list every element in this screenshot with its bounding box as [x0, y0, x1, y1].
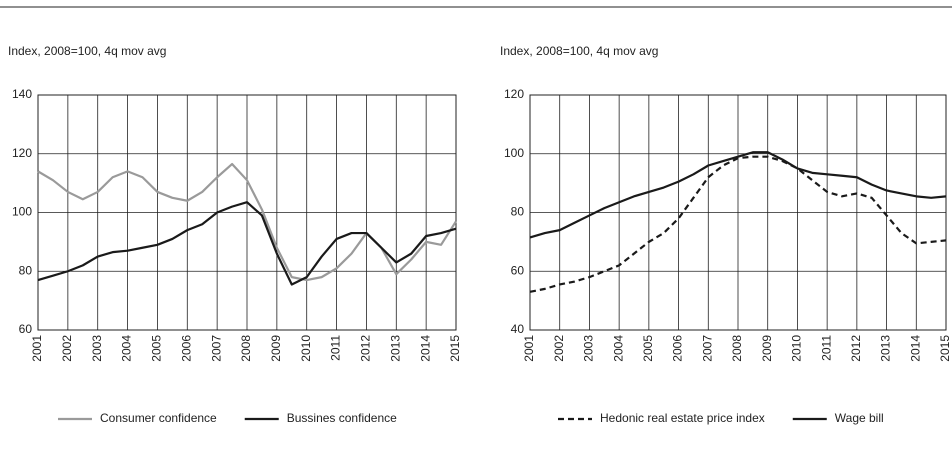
- legend-label: Consumer confidence: [100, 411, 217, 425]
- y-tick-label: 120: [12, 146, 32, 160]
- x-tick-label: 2001: [30, 335, 44, 362]
- x-tick-label: 2010: [299, 335, 313, 362]
- x-tick-label: 2011: [819, 335, 833, 361]
- x-tick-label: 2012: [359, 335, 373, 362]
- plot-frame: [37, 94, 457, 331]
- y-tick-label: 100: [504, 146, 524, 160]
- x-tick-label: 2002: [552, 335, 566, 362]
- x-tick-label: 2006: [179, 335, 193, 362]
- x-tick-label: 2010: [790, 335, 804, 362]
- x-tick-label: 2014: [908, 335, 922, 362]
- y-tick-label: 80: [19, 263, 33, 277]
- legend-label: Hedonic real estate price index: [600, 411, 765, 425]
- x-tick-label: 2009: [269, 335, 283, 362]
- x-tick-label: 2008: [730, 335, 744, 362]
- series-line: [37, 201, 457, 286]
- x-tick-label: 2005: [641, 335, 655, 362]
- x-tick-label: 2007: [700, 335, 714, 362]
- x-tick-label: 2011: [329, 335, 343, 361]
- x-tick-label: 2009: [760, 335, 774, 362]
- y-tick-label: 60: [19, 322, 33, 336]
- series-line: [37, 162, 457, 282]
- x-tick-label: 2014: [418, 335, 432, 362]
- x-tick-label: 2003: [90, 335, 104, 362]
- axis-label: Index, 2008=100, 4q mov avg: [500, 44, 658, 58]
- y-tick-label: 60: [511, 263, 525, 277]
- x-tick-label: 2008: [239, 335, 253, 362]
- y-tick-label: 120: [504, 87, 524, 101]
- x-tick-label: 2013: [388, 335, 402, 362]
- series-line: [529, 155, 947, 293]
- y-tick-label: 100: [12, 205, 32, 219]
- chart: Index, 2008=100, 4q mov avg 60 80 100 120 140…: [8, 44, 462, 425]
- y-tick-label: 80: [511, 205, 525, 219]
- x-tick-label: 2015: [448, 335, 462, 362]
- x-tick-label: 2005: [150, 335, 164, 362]
- x-tick-label: 2004: [611, 335, 625, 362]
- plot-frame: [529, 94, 947, 331]
- x-tick-label: 2012: [849, 335, 863, 362]
- x-tick-label: 2007: [209, 335, 223, 362]
- x-tick-label: 2003: [582, 335, 596, 362]
- x-tick-label: 2002: [60, 335, 74, 362]
- legend-label: Bussines confidence: [287, 411, 397, 425]
- x-tick-label: 2004: [120, 335, 134, 362]
- chart: Index, 2008=100, 4q mov avg 40 60 80 100 120 2…: [500, 44, 952, 425]
- series-line: [529, 151, 947, 239]
- x-tick-label: 2006: [671, 335, 685, 362]
- x-tick-label: 2015: [938, 335, 952, 362]
- x-tick-label: 2001: [522, 335, 536, 362]
- x-tick-label: 2013: [879, 335, 893, 362]
- y-tick-label: 140: [12, 87, 32, 101]
- legend-label: Wage bill: [835, 411, 884, 425]
- y-tick-label: 40: [511, 322, 525, 336]
- axis-label: Index, 2008=100, 4q mov avg: [8, 44, 166, 58]
